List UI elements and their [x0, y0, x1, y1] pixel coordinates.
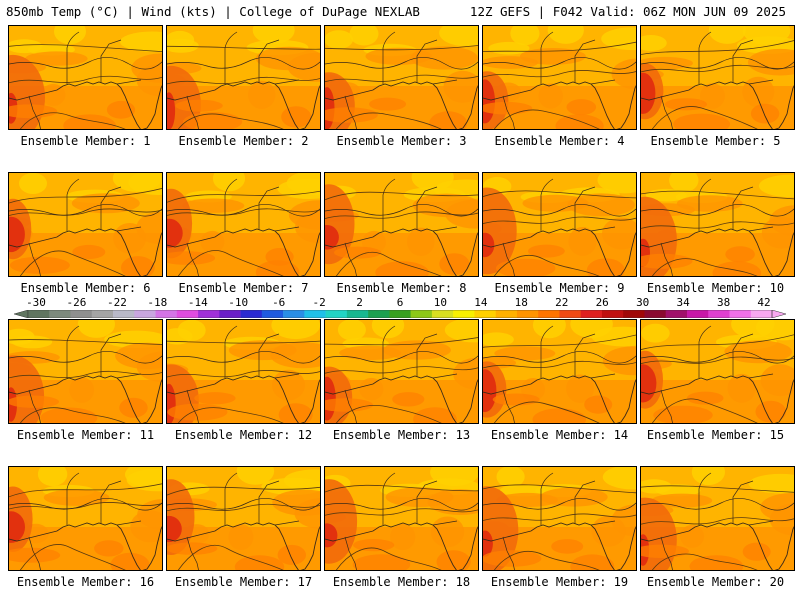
ensemble-map-16	[8, 466, 163, 571]
ensemble-member-label: Ensemble Member: 5	[650, 134, 781, 148]
colorbar-segment	[368, 310, 390, 318]
colorbar-right-arrow	[771, 310, 786, 318]
ensemble-member-label: Ensemble Member: 10	[646, 281, 785, 295]
colorbar-segment	[134, 310, 156, 318]
ensemble-map-20	[640, 466, 795, 571]
ensemble-map-19	[482, 466, 637, 571]
ensemble-map-17	[166, 466, 321, 571]
colorbar-segment	[70, 310, 93, 318]
ensemble-map-11	[8, 319, 163, 424]
colorbar-segment	[431, 310, 454, 318]
colorbar-segment	[516, 310, 539, 318]
colorbar-tick-label: -6	[272, 296, 286, 309]
colorbar-tick-label: 18	[514, 296, 528, 309]
ensemble-member-label: Ensemble Member: 13	[332, 428, 471, 442]
ensemble-member-label: Ensemble Member: 20	[646, 575, 785, 589]
ensemble-member-label: Ensemble Member: 6	[20, 281, 151, 295]
colorbar-tick-label: -2	[312, 296, 326, 309]
colorbar-segment	[601, 310, 624, 318]
colorbar-tick-label: 42	[757, 296, 771, 309]
ensemble-map-18	[324, 466, 479, 571]
colorbar-segment	[729, 310, 752, 318]
colorbar-segment	[91, 310, 114, 318]
ensemble-member-label: Ensemble Member: 18	[332, 575, 471, 589]
ensemble-map-14	[482, 319, 637, 424]
colorbar-tick-label: -10	[228, 296, 249, 309]
colorbar-segment	[240, 310, 263, 318]
colorbar-segment	[198, 310, 220, 318]
colorbar-segment	[346, 310, 369, 318]
ensemble-map-7	[166, 172, 321, 277]
ensemble-member-label: Ensemble Member: 19	[490, 575, 629, 589]
colorbar-segment	[559, 310, 581, 318]
ensemble-map-3	[324, 25, 479, 130]
ensemble-map-8	[324, 172, 479, 277]
colorbar-segment	[219, 310, 241, 318]
ensemble-member-label: Ensemble Member: 17	[174, 575, 313, 589]
ensemble-member-label: Ensemble Member: 14	[490, 428, 629, 442]
ensemble-map-13	[324, 319, 479, 424]
ensemble-map-15	[640, 319, 795, 424]
colorbar-segment	[474, 310, 496, 318]
colorbar-segment	[283, 310, 305, 318]
colorbar-segment	[155, 310, 178, 318]
colorbar-segment	[28, 310, 50, 318]
ensemble-map-9	[482, 172, 637, 277]
ensemble-member-label: Ensemble Member: 3	[336, 134, 467, 148]
colorbar-left-arrow	[14, 310, 29, 318]
colorbar-segment	[644, 310, 667, 318]
colorbar-tick-label: 10	[433, 296, 448, 309]
colorbar-tick-label: -22	[106, 296, 127, 309]
colorbar-tick-label: -30	[26, 296, 46, 309]
ensemble-member-label: Ensemble Member: 4	[494, 134, 625, 148]
colorbar-segment	[686, 310, 709, 318]
ensemble-member-label: Ensemble Member: 11	[16, 428, 155, 442]
colorbar-segment	[49, 310, 71, 318]
colorbar-tick-label: 14	[474, 296, 488, 309]
colorbar-segment	[750, 310, 773, 318]
temperature-colorbar	[14, 310, 786, 318]
ensemble-map-6	[8, 172, 163, 277]
colorbar-segment	[623, 310, 645, 318]
ensemble-member-label: Ensemble Member: 2	[178, 134, 309, 148]
colorbar-segment	[113, 310, 135, 318]
colorbar-tick-label: 30	[636, 296, 650, 309]
colorbar-segment	[410, 310, 433, 318]
header-run-info: 12Z GEFS | F042 Valid: 06Z MON JUN 09 20…	[469, 4, 786, 19]
ensemble-member-label: Ensemble Member: 12	[174, 428, 313, 442]
colorbar-tick-label: 6	[396, 296, 404, 309]
ensemble-map-12	[166, 319, 321, 424]
header-title: 850mb Temp (°C) | Wind (kts) | College o…	[6, 4, 420, 19]
colorbar-segment	[580, 310, 603, 318]
ensemble-map-5	[640, 25, 795, 130]
colorbar-tick-label: -26	[66, 296, 87, 309]
colorbar-segment	[261, 310, 284, 318]
colorbar-tick-label: 26	[595, 296, 609, 309]
colorbar-segment	[389, 310, 411, 318]
colorbar-segment	[453, 310, 475, 318]
ensemble-member-label: Ensemble Member: 15	[646, 428, 785, 442]
colorbar-tick-label: 34	[676, 296, 690, 309]
colorbar-tick-label: -14	[187, 296, 208, 309]
colorbar-segment	[176, 310, 199, 318]
colorbar-segment	[325, 310, 348, 318]
colorbar-segment	[665, 310, 688, 318]
colorbar-segment	[304, 310, 326, 318]
colorbar-tick-label: 38	[716, 296, 731, 309]
ensemble-member-label: Ensemble Member: 9	[494, 281, 625, 295]
ensemble-map-4	[482, 25, 637, 130]
colorbar-tick-label: -18	[147, 296, 168, 309]
ensemble-map-1	[8, 25, 163, 130]
ensemble-member-label: Ensemble Member: 8	[336, 281, 467, 295]
colorbar-segment	[708, 310, 730, 318]
ensemble-member-label: Ensemble Member: 16	[16, 575, 155, 589]
ensemble-map-10	[640, 172, 795, 277]
colorbar-tick-label: 2	[356, 296, 363, 309]
colorbar-segment	[538, 310, 560, 318]
colorbar-segment	[495, 310, 518, 318]
ensemble-map-2	[166, 25, 321, 130]
colorbar-tick-label: 22	[555, 296, 569, 309]
ensemble-member-label: Ensemble Member: 7	[178, 281, 309, 295]
ensemble-member-label: Ensemble Member: 1	[20, 134, 151, 148]
